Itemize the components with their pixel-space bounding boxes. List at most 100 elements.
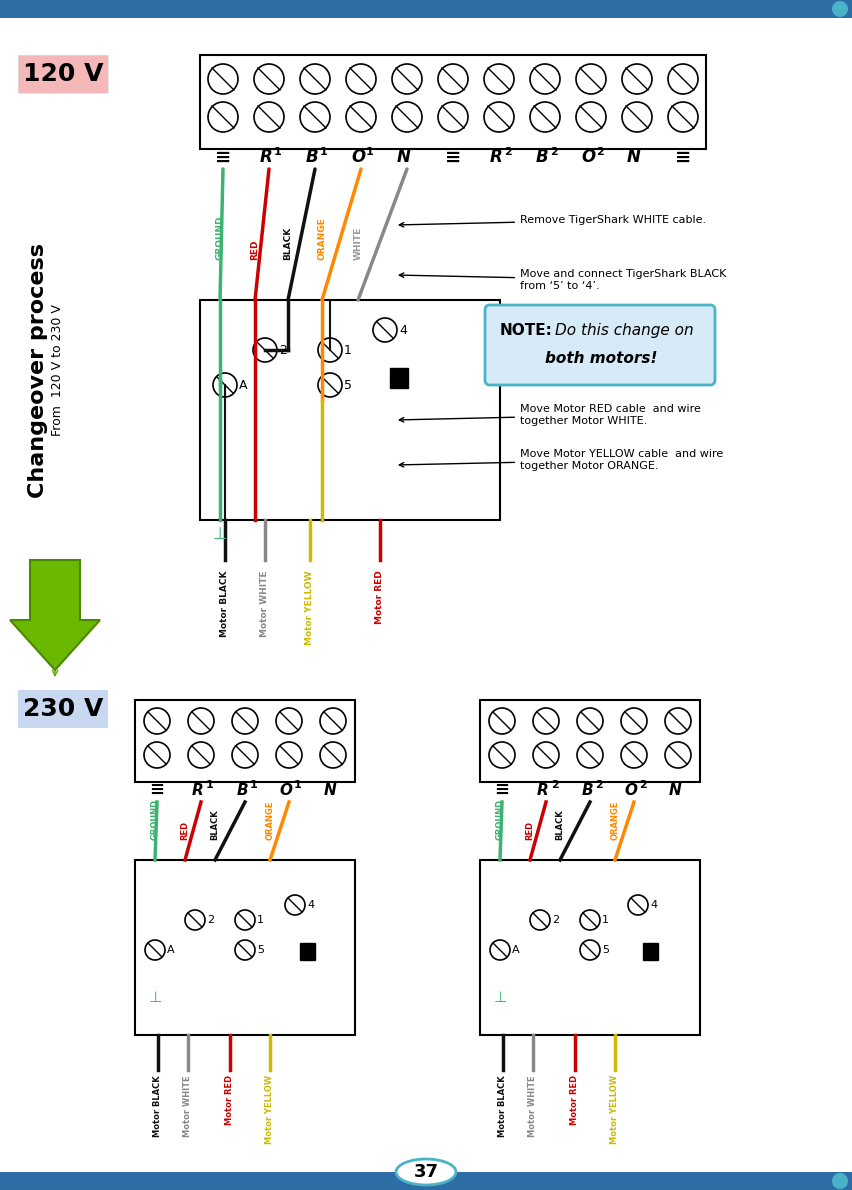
Circle shape — [346, 102, 376, 132]
Circle shape — [285, 895, 305, 915]
Text: Move Motor RED cable  and wire
together Motor WHITE.: Move Motor RED cable and wire together M… — [400, 405, 701, 426]
Text: ⊥: ⊥ — [148, 990, 162, 1006]
Circle shape — [185, 910, 205, 931]
Circle shape — [235, 940, 255, 960]
Text: B: B — [236, 783, 248, 797]
Text: Motor RED: Motor RED — [571, 1075, 579, 1125]
Circle shape — [213, 372, 237, 397]
Text: Motor WHITE: Motor WHITE — [183, 1075, 193, 1136]
Circle shape — [373, 318, 397, 342]
Text: 1: 1 — [250, 779, 258, 790]
Text: 2: 2 — [595, 779, 602, 790]
Text: 5: 5 — [602, 945, 609, 956]
Text: Motor BLACK: Motor BLACK — [221, 570, 229, 637]
Bar — [390, 368, 408, 388]
Text: 1: 1 — [366, 148, 374, 157]
Bar — [300, 942, 315, 960]
Circle shape — [622, 102, 652, 132]
Circle shape — [318, 338, 342, 362]
Circle shape — [232, 708, 258, 734]
Text: 2: 2 — [207, 915, 214, 925]
Circle shape — [621, 708, 647, 734]
Circle shape — [668, 64, 698, 94]
Text: Motor WHITE: Motor WHITE — [528, 1075, 538, 1136]
Text: B: B — [581, 783, 593, 797]
Circle shape — [145, 940, 165, 960]
Text: 120 V: 120 V — [23, 62, 103, 86]
Text: N: N — [397, 148, 411, 165]
Circle shape — [576, 102, 606, 132]
Circle shape — [300, 102, 330, 132]
Circle shape — [276, 708, 302, 734]
Text: N: N — [669, 783, 682, 797]
Text: Remove TigerShark WHITE cable.: Remove TigerShark WHITE cable. — [400, 215, 706, 227]
Circle shape — [235, 910, 255, 931]
Circle shape — [665, 743, 691, 768]
Circle shape — [300, 64, 330, 94]
Text: From  120 V to 230 V: From 120 V to 230 V — [51, 305, 65, 436]
Circle shape — [530, 64, 560, 94]
Circle shape — [668, 102, 698, 132]
Text: 4: 4 — [399, 324, 407, 337]
Text: A: A — [512, 945, 520, 956]
Bar — [200, 55, 706, 149]
Text: ORANGE: ORANGE — [266, 801, 274, 840]
Text: BLACK: BLACK — [210, 809, 220, 840]
Text: N: N — [627, 148, 641, 165]
Text: N: N — [324, 783, 337, 797]
Circle shape — [232, 743, 258, 768]
Text: BLACK: BLACK — [556, 809, 565, 840]
Text: 4: 4 — [307, 900, 314, 910]
Circle shape — [392, 102, 422, 132]
Polygon shape — [10, 560, 100, 670]
Text: 5: 5 — [257, 945, 264, 956]
Text: WHITE: WHITE — [354, 227, 362, 259]
Text: 2: 2 — [639, 779, 647, 790]
Text: O: O — [625, 783, 637, 797]
Circle shape — [276, 743, 302, 768]
Circle shape — [580, 940, 600, 960]
Text: R: R — [537, 783, 549, 797]
Bar — [480, 860, 700, 1035]
Text: 2: 2 — [552, 915, 559, 925]
Text: 1: 1 — [602, 915, 609, 925]
Text: 37: 37 — [413, 1163, 439, 1180]
Circle shape — [188, 743, 214, 768]
Text: ≡: ≡ — [445, 148, 461, 167]
Circle shape — [489, 708, 515, 734]
Text: ≡: ≡ — [149, 781, 164, 798]
Text: Motor RED: Motor RED — [226, 1075, 234, 1125]
Circle shape — [484, 102, 514, 132]
Ellipse shape — [396, 1159, 456, 1185]
Circle shape — [832, 1, 848, 17]
Text: 2: 2 — [279, 344, 287, 357]
Text: RED: RED — [250, 239, 260, 259]
Text: Motor BLACK: Motor BLACK — [153, 1075, 163, 1136]
Text: R: R — [490, 148, 503, 165]
Circle shape — [665, 708, 691, 734]
Text: 2: 2 — [504, 148, 512, 157]
Circle shape — [832, 1173, 848, 1189]
Text: ≡: ≡ — [215, 148, 231, 167]
Circle shape — [530, 910, 550, 931]
Text: Motor YELLOW: Motor YELLOW — [266, 1075, 274, 1144]
Circle shape — [577, 708, 603, 734]
Circle shape — [622, 64, 652, 94]
Text: GROUND: GROUND — [151, 798, 159, 840]
Bar — [643, 942, 658, 960]
FancyBboxPatch shape — [18, 55, 108, 93]
Text: A: A — [167, 945, 175, 956]
Text: ORANGE: ORANGE — [611, 801, 619, 840]
Circle shape — [188, 708, 214, 734]
Text: Motor RED: Motor RED — [376, 570, 384, 624]
Text: Changeover process: Changeover process — [28, 243, 48, 497]
Text: ORANGE: ORANGE — [318, 218, 326, 259]
Text: ≡: ≡ — [494, 781, 509, 798]
FancyBboxPatch shape — [485, 305, 715, 386]
Circle shape — [438, 64, 468, 94]
Circle shape — [438, 102, 468, 132]
FancyBboxPatch shape — [0, 1172, 852, 1190]
Circle shape — [580, 910, 600, 931]
Text: O: O — [279, 783, 292, 797]
Circle shape — [621, 743, 647, 768]
